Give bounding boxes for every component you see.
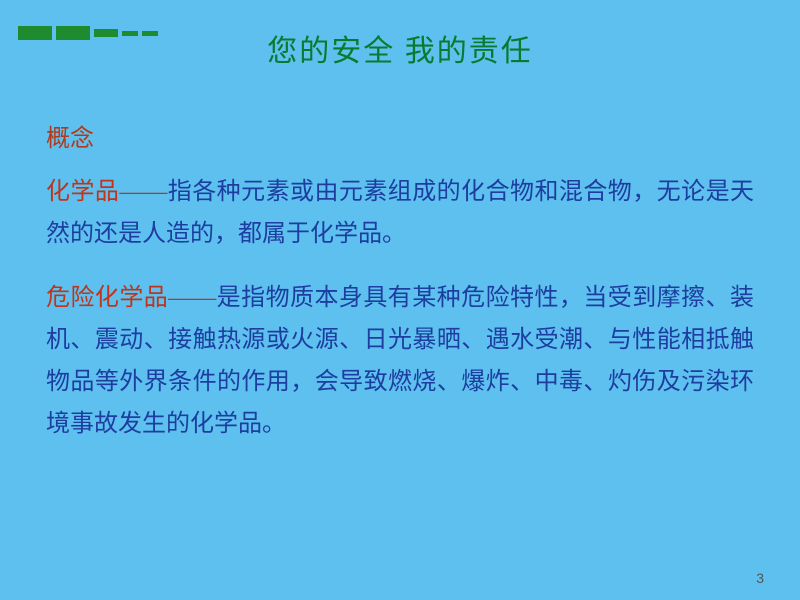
paragraph: 化学品——指各种元素或由元素组成的化合物和混合物，无论是天然的还是人造的，都属于… <box>46 171 754 255</box>
paragraph-term: 危险化学品—— <box>46 285 216 311</box>
deco-box <box>122 31 138 36</box>
section-label: 概念 <box>46 118 754 153</box>
deco-box <box>94 29 118 37</box>
deco-box <box>18 26 52 40</box>
page-number: 3 <box>756 570 764 586</box>
slide: 您的安全 我的责任 概念 化学品——指各种元素或由元素组成的化合物和混合物，无论… <box>0 0 800 600</box>
header-decorations <box>18 26 158 40</box>
paragraph-term: 化学品—— <box>46 179 167 205</box>
deco-box <box>142 31 158 36</box>
deco-box <box>56 26 90 40</box>
paragraphs-container: 化学品——指各种元素或由元素组成的化合物和混合物，无论是天然的还是人造的，都属于… <box>46 171 754 445</box>
paragraph: 危险化学品——是指物质本身具有某种危险特性，当受到摩擦、装机、震动、接触热源或火… <box>46 277 754 445</box>
slide-content: 概念 化学品——指各种元素或由元素组成的化合物和混合物，无论是天然的还是人造的，… <box>40 118 760 445</box>
